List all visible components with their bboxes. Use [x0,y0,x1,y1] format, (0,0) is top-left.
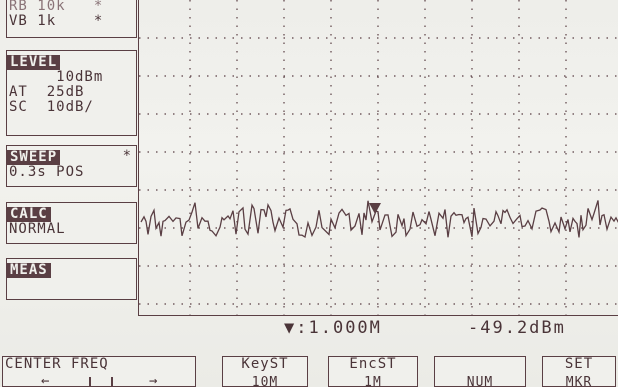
marker-label: MKR [565,375,593,387]
calc-mode-row: NORMAL [9,221,66,237]
set-marker-softkey[interactable]: SET MKR [542,356,616,387]
sweep-time-row: 0.3s POS [9,164,85,180]
sweep-flag: * [122,148,132,164]
num-softkey[interactable]: NUM [434,356,526,387]
enc-step-label: EncST [349,356,397,372]
meas-panel[interactable]: MEAS [6,258,137,300]
vbw-row: VB 1k * [9,13,104,29]
marker-frequency: :1.000M [296,318,382,338]
sweep-panel[interactable]: SWEEP * 0.3s POS [6,145,137,187]
softkey-divider [111,377,113,386]
key-step-value: 10M [251,375,279,387]
spectrum-plot[interactable] [138,0,618,316]
bandwidth-panel[interactable]: RB 10k * VB 1k * [6,0,137,38]
calc-panel[interactable]: CALC NORMAL [6,202,137,244]
calc-header: CALC [7,207,51,222]
meas-header: MEAS [7,263,51,278]
level-header: LEVEL [7,55,61,70]
enc-step-softkey[interactable]: EncST 1M [328,356,418,387]
right-arrow-icon[interactable]: → [149,373,159,387]
marker-symbol-icon: ▼ [284,318,297,338]
sweep-header: SWEEP [7,150,61,165]
center-freq-softkey[interactable]: CENTER FREQ ← → [2,356,196,387]
center-freq-label: CENTER FREQ [5,356,109,372]
softkey-divider [89,377,91,386]
spectrum-graticule [139,0,618,315]
enc-step-value: 1M [364,375,382,387]
num-value: NUM [466,375,494,387]
spectrum-trace [140,200,618,239]
marker-level: -49.2dBm [468,318,566,338]
left-arrow-icon[interactable]: ← [41,373,51,387]
marker-frequency-readout: ▼:1.000M [284,318,382,338]
key-step-softkey[interactable]: KeyST 10M [222,356,308,387]
level-panel[interactable]: LEVEL 10dBm AT 25dB SC 10dB/ [6,50,137,136]
key-step-label: KeyST [241,356,289,372]
rbw-row: RB 10k * [9,0,104,14]
ref-level-row: 10dBm [9,69,104,85]
marker-triangle-icon [369,203,381,214]
set-label: SET [564,356,594,372]
scale-row: SC 10dB/ [9,99,94,115]
attenuation-row: AT 25dB [9,84,85,100]
